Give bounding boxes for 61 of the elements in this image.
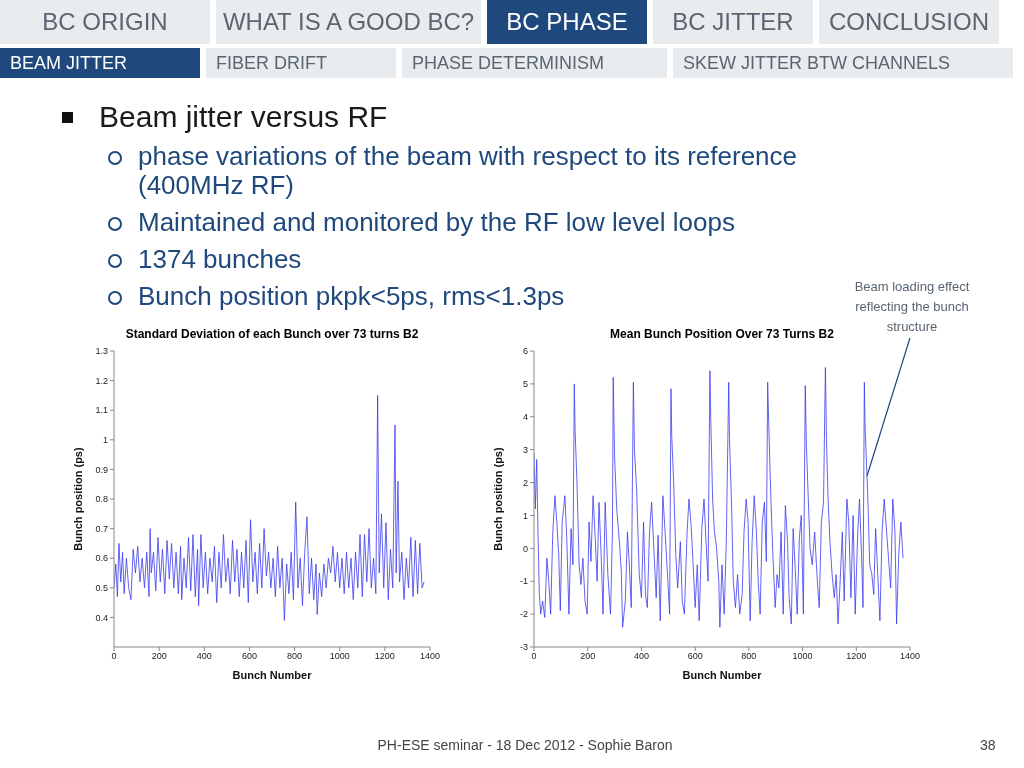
x-tick-label: 1000 — [792, 651, 813, 662]
x-tick-label: 400 — [196, 651, 212, 662]
line-series — [534, 367, 904, 628]
y-tick-label: 0.6 — [95, 553, 108, 564]
y-axis-title: Bunch position (ps) — [491, 447, 504, 551]
x-tick-label: 1000 — [329, 651, 350, 662]
text: BC JITTER — [653, 0, 813, 44]
y-tick-label: 0.8 — [95, 494, 108, 505]
y-tick-label: 3 — [522, 444, 528, 455]
x-tick-label: 0 — [111, 651, 117, 662]
y-tick-label: -1 — [519, 576, 528, 587]
x-tick-label: 800 — [741, 651, 757, 662]
y-tick-label: 0.5 — [95, 582, 108, 593]
y-tick-label: 6 — [522, 346, 528, 357]
y-tick-label: 5 — [522, 379, 528, 390]
y-tick-label: 1.1 — [95, 405, 108, 416]
text: CONCLUSION — [819, 0, 999, 44]
x-tick-label: 600 — [687, 651, 703, 662]
text: WHAT IS A GOOD BC? — [216, 0, 481, 44]
text: SKEW JITTER BTW CHANNELS — [673, 48, 1013, 78]
text: Beam jitter versus RF — [99, 100, 388, 134]
y-tick-label: -2 — [519, 609, 528, 620]
y-tick-label: 4 — [522, 411, 528, 422]
x-tick-label: 200 — [151, 651, 167, 662]
x-axis-title: Bunch Number — [682, 669, 763, 681]
x-tick-label: 1200 — [846, 651, 867, 662]
x-tick-label: 800 — [287, 651, 303, 662]
y-tick-label: 0.4 — [95, 612, 108, 623]
x-tick-label: 200 — [580, 651, 596, 662]
y-tick-label: 0.7 — [95, 523, 108, 534]
text: BEAM JITTER — [0, 48, 200, 78]
y-tick-label: 1.3 — [95, 346, 108, 357]
text: 38 — [980, 737, 996, 753]
text: BC ORIGIN — [0, 0, 210, 44]
x-tick-label: 400 — [633, 651, 649, 662]
annotation: Beam loading effect reflecting the bunch structure — [853, 278, 971, 336]
text: 1374 bunches — [138, 244, 302, 274]
x-tick-label: 600 — [241, 651, 257, 662]
x-tick-label: 1400 — [419, 651, 441, 662]
y-axis-title: Bunch position (ps) — [71, 447, 84, 551]
line-series — [114, 395, 425, 621]
x-axis-title: Bunch Number — [232, 669, 313, 681]
chart-title: Mean Bunch Position Over 73 Turns B2 — [610, 327, 834, 341]
text: PHASE DETERMINISM — [402, 48, 667, 78]
y-tick-label: -3 — [519, 642, 528, 653]
y-tick-label: 1.2 — [95, 375, 108, 386]
text: Bunch position pkpk<5ps, rms<1.3ps — [138, 281, 565, 311]
x-tick-label: 1400 — [899, 651, 921, 662]
text: BC PHASE — [487, 0, 647, 44]
chart-title: Standard Deviation of each Bunch over 73 turns B2 — [124, 327, 420, 343]
x-tick-label: 1200 — [374, 651, 395, 662]
text: PH-ESE seminar - 18 Dec 2012 - Sophie Baron — [376, 737, 674, 753]
y-tick-label: 1 — [522, 510, 528, 521]
text: phase variations of the beam with respect to its reference (400MHz RF) — [138, 141, 798, 200]
text: Maintained and monitored by the RF low level loops — [138, 207, 735, 237]
y-tick-label: 0.9 — [95, 464, 108, 475]
y-tick-label: 0 — [522, 543, 528, 554]
x-tick-label: 0 — [531, 651, 537, 662]
y-tick-label: 1 — [102, 434, 108, 445]
y-tick-label: 2 — [522, 477, 528, 488]
text: FIBER DRIFT — [206, 48, 396, 78]
